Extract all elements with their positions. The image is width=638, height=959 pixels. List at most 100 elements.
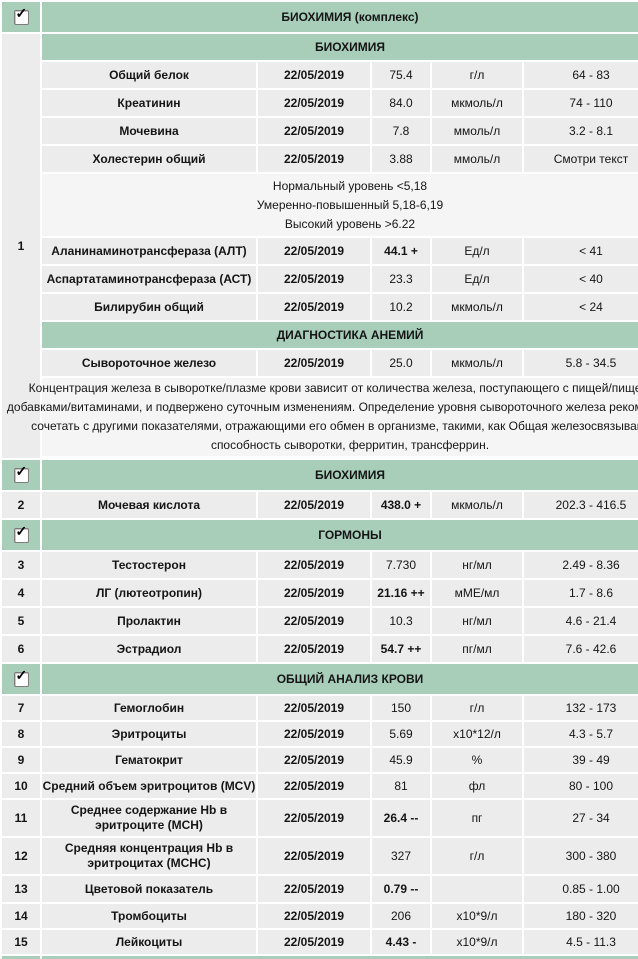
test-units: ммоль/л — [432, 118, 522, 144]
test-date: 22/05/2019 — [258, 800, 370, 836]
result-row: Мочевина 22/05/2019 7.8 ммоль/л 3.2 - 8.… — [42, 118, 638, 144]
test-name: Цветовой показатель — [42, 876, 256, 902]
row-number: 9 — [2, 748, 40, 772]
test-range: 4.3 - 5.7 — [524, 722, 638, 746]
test-units: г/л — [432, 696, 522, 720]
test-units: ммоль/л — [432, 146, 522, 172]
result-row: 2 Мочевая кислота 22/05/2019 438.0 + мкм… — [2, 492, 638, 518]
test-units: х10*9/л — [432, 930, 522, 954]
result-row: 11 Среднее содержание Hb в эритроците (M… — [2, 800, 638, 836]
section-checkbox[interactable]: ✓ — [13, 524, 29, 543]
test-value: 84.0 — [372, 90, 430, 116]
test-value: 438.0 + — [372, 492, 430, 518]
section-title: БИОХИМИЯ (комплекс) — [42, 2, 638, 32]
test-range: 4.6 - 21.4 — [524, 608, 638, 634]
test-name: Креатинин — [42, 90, 256, 116]
test-name: Мочевина — [42, 118, 256, 144]
test-name: Тромбоциты — [42, 904, 256, 928]
test-value: 10.3 — [372, 608, 430, 634]
section-header: ✓ — [2, 956, 638, 959]
subsection-header: ДИАГНОСТИКА АНЕМИЙ — [42, 322, 638, 348]
test-date: 22/05/2019 — [258, 118, 370, 144]
test-range: < 24 — [524, 294, 638, 320]
test-units: мкмоль/л — [432, 90, 522, 116]
test-name: Эритроциты — [42, 722, 256, 746]
test-date: 22/05/2019 — [258, 580, 370, 606]
test-name: Тестостерон — [42, 552, 256, 578]
test-name: ЛГ (лютеотропин) — [42, 580, 256, 606]
result-row: Креатинин 22/05/2019 84.0 мкмоль/л 74 - … — [42, 90, 638, 116]
test-units: мкмоль/л — [432, 350, 522, 376]
section-header: ✓ БИОХИМИЯ (комплекс) — [2, 2, 638, 32]
test-range: 0.85 - 1.00 — [524, 876, 638, 902]
result-row: 15 Лейкоциты 22/05/2019 4.43 - х10*9/л 4… — [2, 930, 638, 954]
test-units: нг/мл — [432, 552, 522, 578]
test-value: 81 — [372, 774, 430, 798]
test-date: 22/05/2019 — [258, 748, 370, 772]
result-row: 10 Средний объем эритроцитов (MCV) 22/05… — [2, 774, 638, 798]
section-checkbox[interactable]: ✓ — [13, 668, 29, 687]
test-units: x10*12/л — [432, 722, 522, 746]
test-value: 327 — [372, 838, 430, 874]
test-date: 22/05/2019 — [258, 636, 370, 662]
section-title: БИОХИМИЯ — [42, 460, 638, 490]
row-number: 3 — [2, 552, 40, 578]
row-number: 10 — [2, 774, 40, 798]
test-value: 206 — [372, 904, 430, 928]
result-row: Холестерин общий 22/05/2019 3.88 ммоль/л… — [42, 146, 638, 172]
test-range: 132 - 173 — [524, 696, 638, 720]
subsection-title: БИОХИМИЯ — [42, 34, 638, 60]
test-name: Мочевая кислота — [42, 492, 256, 518]
test-name: Пролактин — [42, 608, 256, 634]
test-date: 22/05/2019 — [258, 696, 370, 720]
comment-line: сочетать с другими показателями, отражаю… — [31, 419, 638, 433]
test-units: нг/мл — [432, 608, 522, 634]
result-row: 8 Эритроциты 22/05/2019 5.69 x10*12/л 4.… — [2, 722, 638, 746]
test-name: Холестерин общий — [42, 146, 256, 172]
test-name: Аспартатаминотрансфераза (АСТ) — [42, 266, 256, 292]
test-name: Сывороточное железо — [42, 350, 256, 376]
result-row: Общий белок 22/05/2019 75.4 г/л 64 - 83 — [42, 62, 638, 88]
section-checkbox-cell: ✓ — [2, 2, 40, 32]
test-range: 300 - 380 — [524, 838, 638, 874]
check-icon: ✓ — [15, 4, 28, 21]
test-units: Ед/л — [432, 266, 522, 292]
test-range: 202.3 - 416.5 — [524, 492, 638, 518]
row-number: 6 — [2, 636, 40, 662]
test-date: 22/05/2019 — [258, 722, 370, 746]
section-checkbox-cell: ✓ — [2, 520, 40, 550]
test-units: мкмоль/л — [432, 492, 522, 518]
section-checkbox[interactable]: ✓ — [13, 464, 29, 483]
test-value: 44.1 + — [372, 238, 430, 264]
section-header: ✓ БИОХИМИЯ — [2, 460, 638, 490]
test-date: 22/05/2019 — [258, 904, 370, 928]
test-range: 3.2 - 8.1 — [524, 118, 638, 144]
comment-line: Концентрация железа в сыворотке/плазме к… — [28, 381, 638, 395]
test-value: 3.88 — [372, 146, 430, 172]
test-range: 180 - 320 — [524, 904, 638, 928]
section-checkbox[interactable]: ✓ — [13, 6, 29, 25]
subsection-title: ДИАГНОСТИКА АНЕМИЙ — [42, 322, 638, 348]
section-checkbox-cell: ✓ — [2, 956, 40, 959]
test-name: Гематокрит — [42, 748, 256, 772]
test-name: Средняя концентрация Hb в эритроцитах (M… — [42, 838, 256, 874]
result-row: 12 Средняя концентрация Hb в эритроцитах… — [2, 838, 638, 874]
result-row: 9 Гематокрит 22/05/2019 45.9 % 39 - 49 — [2, 748, 638, 772]
result-row: 4 ЛГ (лютеотропин) 22/05/2019 21.16 ++ м… — [2, 580, 638, 606]
test-name: Гемоглобин — [42, 696, 256, 720]
test-range: 1.7 - 8.6 — [524, 580, 638, 606]
section-title: ОБЩИЙ АНАЛИЗ КРОВИ — [42, 664, 638, 694]
test-units: фл — [432, 774, 522, 798]
test-date: 22/05/2019 — [258, 238, 370, 264]
row-number: 8 — [2, 722, 40, 746]
test-range: 4.5 - 11.3 — [524, 930, 638, 954]
test-value: 4.43 - — [372, 930, 430, 954]
test-date: 22/05/2019 — [258, 90, 370, 116]
test-date: 22/05/2019 — [258, 146, 370, 172]
test-date: 22/05/2019 — [258, 552, 370, 578]
section-header: ✓ ГОРМОНЫ — [2, 520, 638, 550]
test-date: 22/05/2019 — [258, 838, 370, 874]
cholesterol-note: Нормальный уровень <5,18 Умеренно-повыше… — [42, 174, 638, 236]
result-row: Билирубин общий 22/05/2019 10.2 мкмоль/л… — [42, 294, 638, 320]
section-checkbox-cell: ✓ — [2, 460, 40, 490]
